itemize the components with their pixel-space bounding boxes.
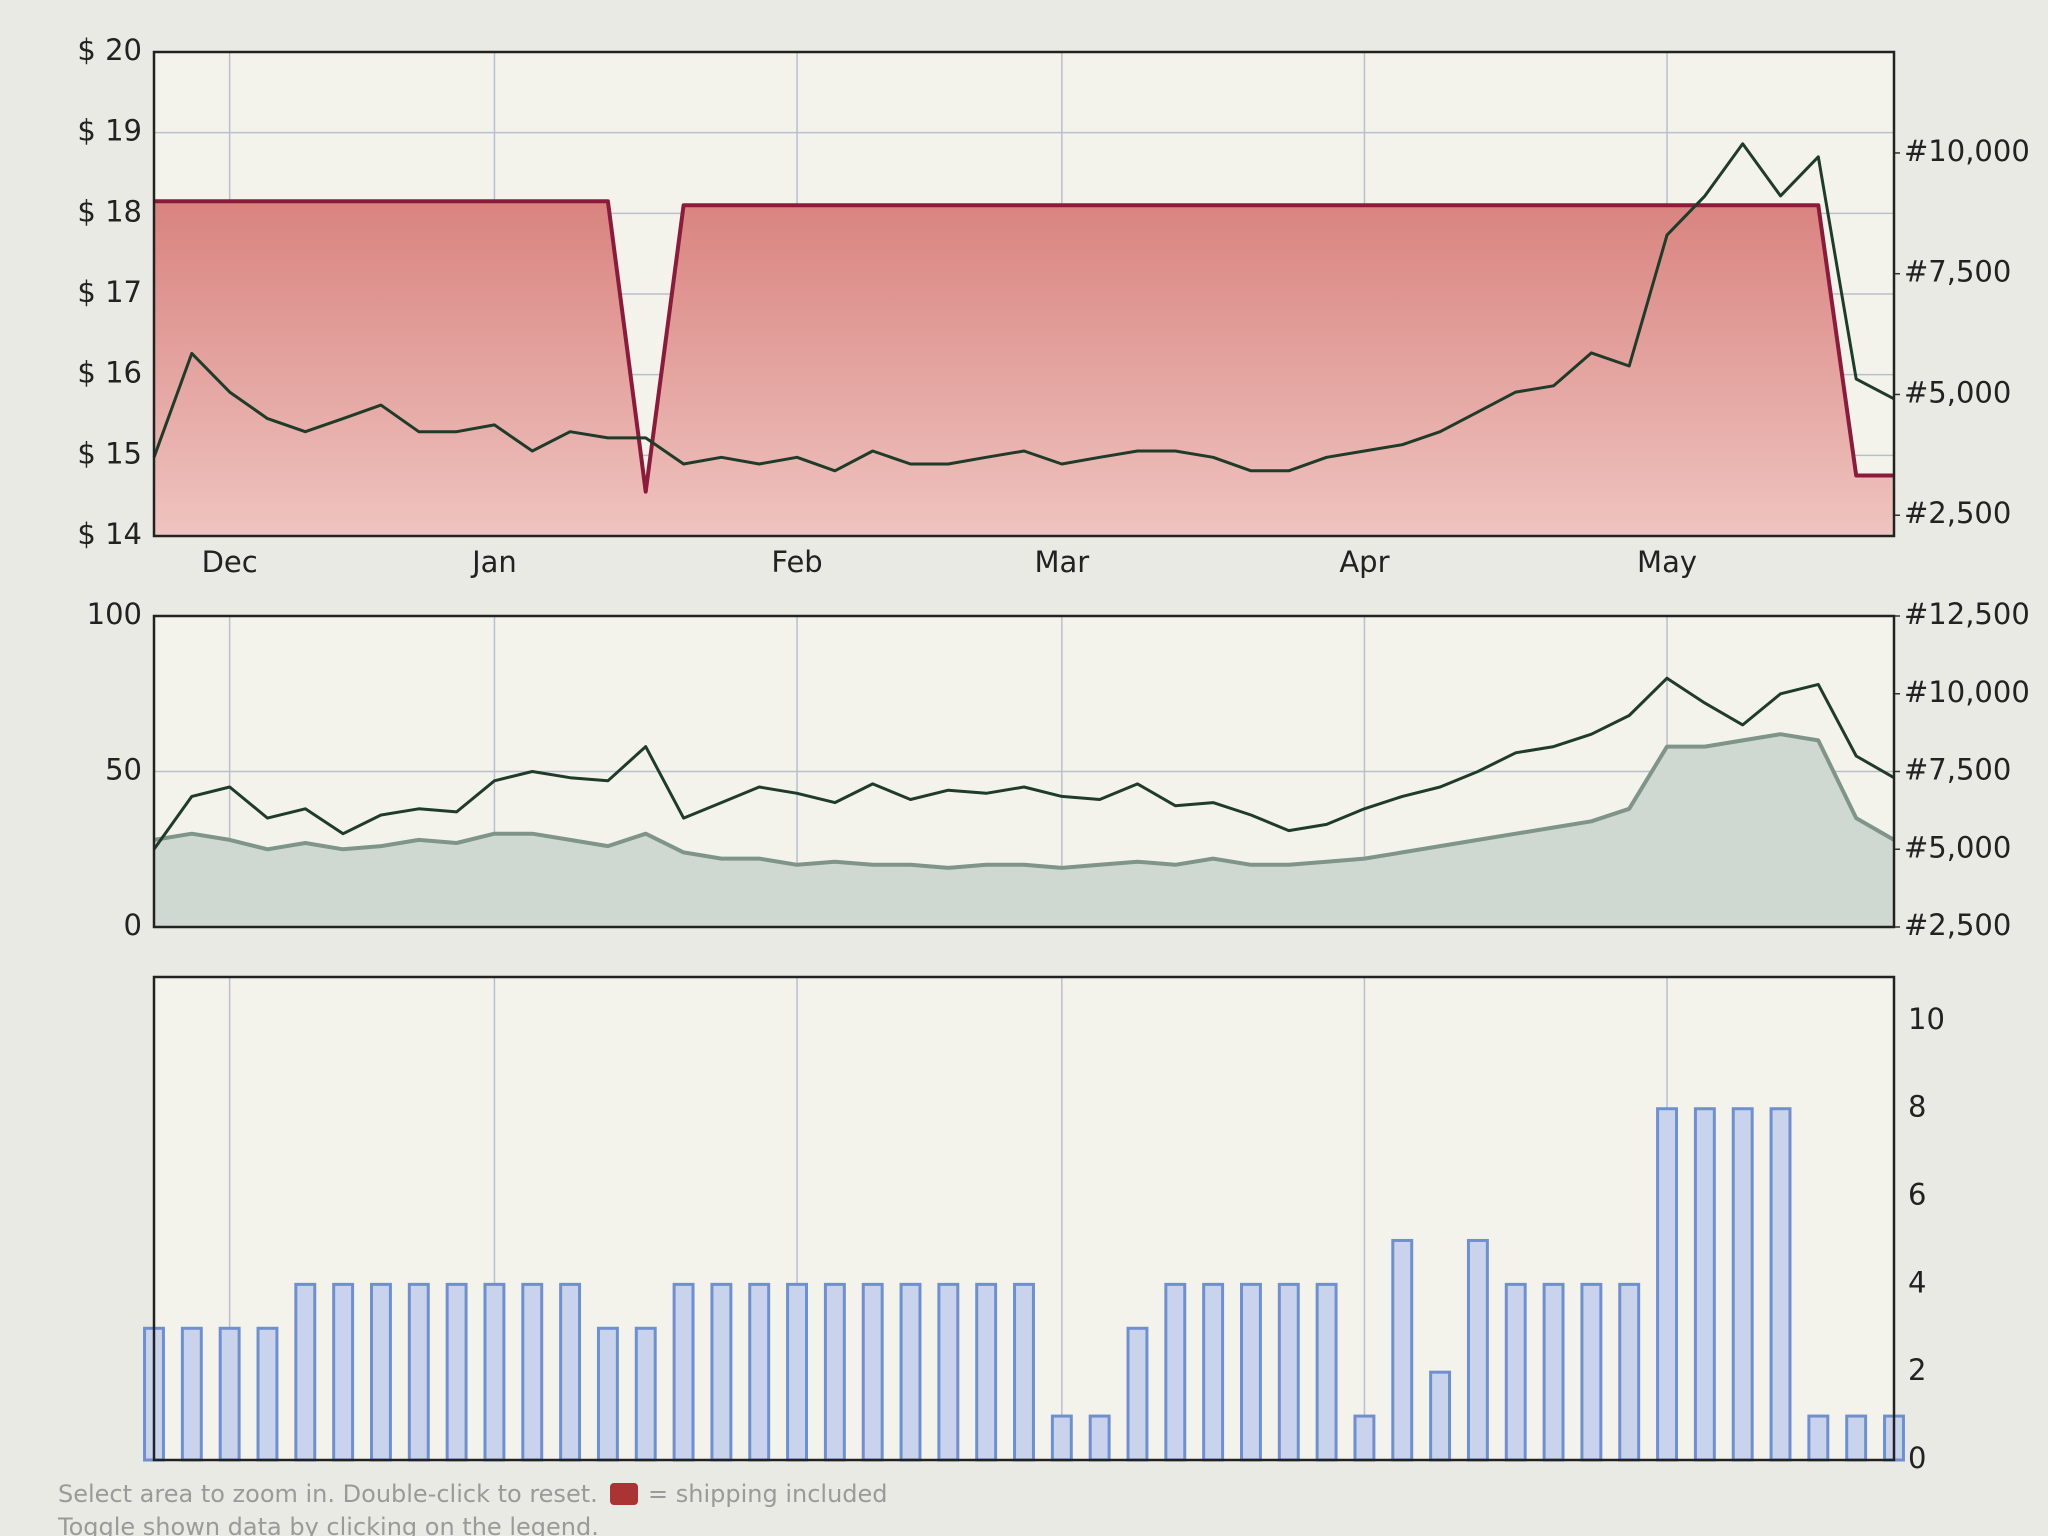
- bar: [1845, 1414, 1868, 1462]
- bar: [559, 1282, 582, 1462]
- y2-tick-label: #7,500: [1904, 255, 2011, 289]
- bar: [1088, 1414, 1111, 1462]
- line: [152, 142, 1895, 473]
- bar: [180, 1326, 203, 1462]
- bar: [218, 1326, 241, 1462]
- bar: [1277, 1282, 1300, 1462]
- y2-tick-label: #2,500: [1904, 908, 2011, 942]
- area: [154, 734, 1894, 927]
- bar: [1126, 1326, 1149, 1462]
- y-tick-label: $ 15: [77, 436, 142, 470]
- bar: [899, 1282, 922, 1462]
- y2-tick-label: #5,000: [1904, 375, 2011, 409]
- y-tick-label: 0: [1908, 1441, 1926, 1475]
- bar: [1353, 1414, 1376, 1462]
- x-tick-label: Mar: [1034, 545, 1089, 579]
- y-tick-label: $ 20: [77, 33, 142, 67]
- bar: [483, 1282, 506, 1462]
- bar: [634, 1326, 657, 1462]
- bar: [1618, 1282, 1641, 1462]
- x-tick-label: Feb: [771, 545, 822, 579]
- bar: [1429, 1370, 1452, 1462]
- bar: [1769, 1107, 1792, 1462]
- bar: [710, 1282, 733, 1462]
- bar: [1050, 1414, 1073, 1462]
- bar: [1580, 1282, 1603, 1462]
- y2-tick-label: #5,000: [1904, 830, 2011, 864]
- bar: [1164, 1282, 1187, 1462]
- bar: [861, 1282, 884, 1462]
- bar: [1240, 1282, 1262, 1462]
- x-tick-label: Dec: [202, 545, 258, 579]
- x-tick-label: May: [1637, 545, 1697, 579]
- bar: [823, 1282, 846, 1462]
- bar: [1315, 1282, 1338, 1462]
- y-tick-label: $ 18: [77, 194, 142, 228]
- bar: [975, 1282, 998, 1462]
- plot-frame: [152, 50, 1896, 538]
- bar: [937, 1282, 960, 1462]
- y-tick-label: 6: [1908, 1178, 1926, 1212]
- plot-frame: [152, 975, 1896, 1462]
- bar: [1013, 1282, 1035, 1462]
- plot-frame: [152, 614, 1896, 929]
- shipping-icon: [610, 1483, 638, 1505]
- bar: [445, 1282, 468, 1462]
- y-tick-label: $ 16: [77, 356, 142, 390]
- y-tick-label: 50: [105, 753, 142, 787]
- line: [154, 199, 1894, 494]
- zoom-hint: Select area to zoom in. Double-click to …: [58, 1480, 598, 1508]
- toggle-hint: Toggle shown data by clicking on the leg…: [57, 1513, 599, 1536]
- bar: [256, 1326, 279, 1462]
- y-tick-label: $ 14: [77, 517, 142, 551]
- bar: [786, 1282, 809, 1462]
- bar: [672, 1282, 695, 1462]
- y2-tick-label: #12,500: [1904, 597, 2030, 631]
- shipping-legend: = shipping included: [648, 1480, 888, 1508]
- bar: [407, 1282, 430, 1462]
- x-tick-label: Apr: [1339, 545, 1389, 579]
- y-tick-label: $ 19: [77, 114, 142, 148]
- bar: [370, 1282, 392, 1462]
- bar: [294, 1282, 317, 1462]
- y2-tick-label: #7,500: [1904, 753, 2011, 787]
- y2-tick-label: #10,000: [1904, 675, 2030, 709]
- bar: [596, 1326, 619, 1462]
- y-tick-label: 2: [1908, 1353, 1926, 1387]
- bar: [1731, 1107, 1754, 1462]
- bar: [1542, 1282, 1565, 1462]
- bar: [1693, 1107, 1716, 1462]
- bar: [332, 1282, 355, 1462]
- area: [154, 201, 1894, 536]
- y-tick-label: 10: [1908, 1002, 1945, 1036]
- bar: [1504, 1282, 1527, 1462]
- bar: [1656, 1107, 1678, 1462]
- bar: [1391, 1238, 1414, 1462]
- x-tick-label: Jan: [470, 545, 517, 579]
- bar: [1807, 1414, 1830, 1462]
- bar: [1202, 1282, 1225, 1462]
- bar: [748, 1282, 771, 1462]
- bar: [521, 1282, 544, 1462]
- line: [152, 676, 1895, 851]
- y-tick-label: 8: [1908, 1090, 1926, 1124]
- line: [153, 732, 1895, 870]
- y2-tick-label: #2,500: [1904, 496, 2011, 530]
- y-tick-label: 4: [1908, 1265, 1926, 1299]
- y-tick-label: 100: [87, 597, 142, 631]
- y-tick-label: 0: [124, 908, 142, 942]
- bar: [1466, 1238, 1489, 1462]
- y-tick-label: $ 17: [77, 275, 142, 309]
- y2-tick-label: #10,000: [1904, 134, 2030, 168]
